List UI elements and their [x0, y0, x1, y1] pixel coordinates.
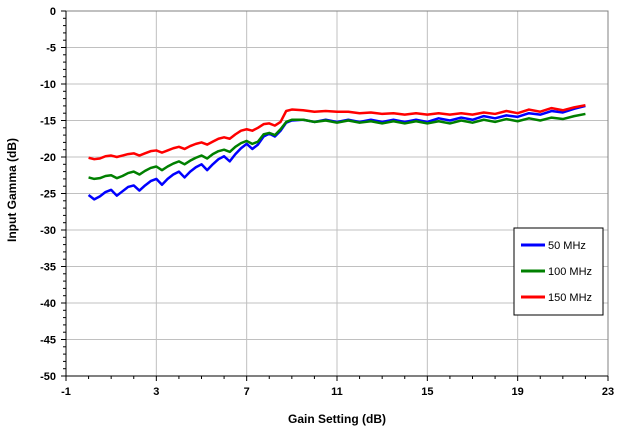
x-tick-label: 23: [602, 386, 614, 398]
y-tick-label: -40: [40, 298, 56, 310]
x-tick-label: 15: [421, 386, 433, 398]
legend-label-150mhz: 150 MHz: [548, 292, 592, 304]
x-tick-label: 3: [153, 386, 159, 398]
legend-label-100mhz: 100 MHz: [548, 266, 592, 278]
y-tick-label: -20: [40, 152, 56, 164]
series-line-100mhz: [88, 112, 586, 181]
series-line-150mhz: [88, 103, 586, 161]
series-lines: [87, 103, 586, 201]
y-tick-label: -5: [46, 43, 56, 55]
y-tick-label: -25: [40, 189, 56, 201]
grid: [66, 11, 608, 376]
x-tick-label: 11: [331, 386, 343, 398]
y-tick-label: 0: [50, 6, 56, 18]
y-tick-label: -35: [40, 262, 56, 274]
y-tick-label: -30: [40, 225, 56, 237]
y-tick-label: -50: [40, 371, 56, 383]
axes: [61, 10, 609, 381]
legend: 50 MHz 100 MHz 150 MHz: [513, 227, 604, 316]
x-tick-label: -1: [61, 386, 71, 398]
y-tick-label: -15: [40, 116, 56, 128]
y-axis-label: Input Gamma (dB): [5, 138, 19, 242]
series-line-50mhz: [87, 104, 586, 201]
x-tick-label: 7: [244, 386, 250, 398]
y-tick-label: -45: [40, 335, 56, 347]
legend-label-50mhz: 50 MHz: [548, 240, 586, 252]
tick-labels: 0 -5 -10 -15 -20 -25 -30 -35 -40 -45 -50 -1 3 7 11 15 19…: [40, 6, 614, 398]
x-axis-label: Gain Setting (dB): [288, 412, 386, 426]
y-tick-label: -10: [40, 79, 56, 91]
x-tick-label: 19: [512, 386, 524, 398]
